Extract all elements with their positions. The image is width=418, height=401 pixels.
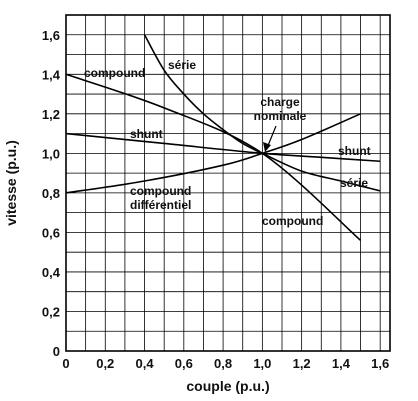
series-group — [65, 34, 381, 241]
y-tick-label: 0,6 — [42, 225, 60, 240]
label-diff-line1: compound — [130, 184, 191, 198]
x-tick-label: 0,8 — [214, 356, 232, 371]
label-compound-bottom: compound — [262, 214, 323, 228]
y-tick-label: 0,8 — [42, 186, 60, 201]
x-tick-label: 1,2 — [293, 356, 311, 371]
x-tick-label: 0,2 — [96, 356, 114, 371]
x-tick-label: 0,6 — [175, 356, 193, 371]
y-tick-label: 1,2 — [42, 107, 60, 122]
y-tick-label: 0 — [53, 344, 60, 359]
label-compound-top: compound — [84, 66, 145, 80]
grid — [66, 15, 390, 351]
series-line-3 — [65, 113, 361, 194]
y-tick-label: 1,0 — [42, 146, 60, 161]
label-diff-line2: différentiel — [130, 198, 191, 212]
x-tick-label: 1,4 — [332, 356, 351, 371]
y-tick-label: 0,4 — [42, 265, 61, 280]
y-axis-label: vitesse (p.u.) — [3, 140, 19, 226]
label-serie-top: série — [168, 58, 196, 72]
x-axis-label: couple (p.u.) — [186, 378, 269, 394]
plot-frame — [65, 14, 391, 352]
y-tick-label: 1,4 — [42, 67, 61, 82]
label-serie-right: série — [340, 176, 368, 190]
annotation-line1: charge — [260, 95, 300, 109]
series-line-0 — [65, 73, 362, 241]
x-tick-label: 1,0 — [253, 356, 271, 371]
x-tick-label: 1,6 — [371, 356, 389, 371]
x-tick-label: 0 — [62, 356, 69, 371]
x-tick-label: 0,4 — [136, 356, 155, 371]
label-shunt-left: shunt — [130, 127, 163, 141]
y-tick-label: 1,6 — [42, 28, 60, 43]
series-line-2 — [65, 132, 381, 163]
annotation-line2: nominale — [254, 109, 307, 123]
y-tick-label: 0,2 — [42, 304, 60, 319]
tick-labels: 0 0,2 0,4 0,6 0,8 1,0 1,2 1,4 1,6 0 0,2 0,4 0,6 0,8 1,… — [42, 28, 389, 371]
annotation-arrow-head — [263, 142, 271, 152]
series-line-1 — [143, 34, 381, 192]
label-shunt-right: shunt — [338, 144, 371, 158]
